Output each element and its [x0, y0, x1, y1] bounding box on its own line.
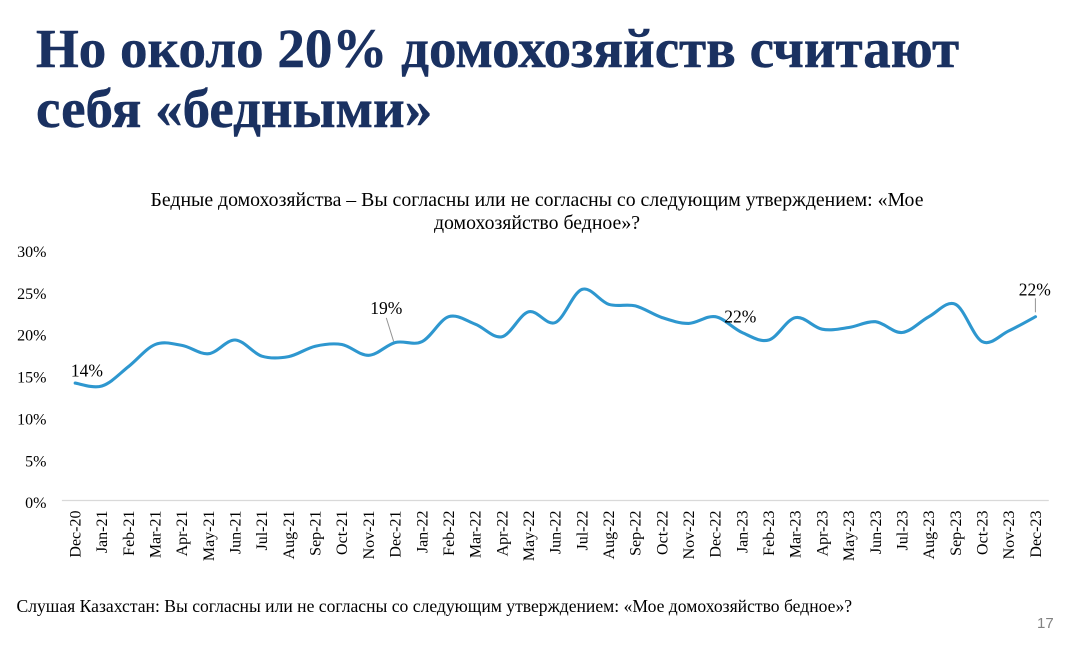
svg-text:Feb-22: Feb-22: [441, 511, 458, 556]
svg-text:Jan-22: Jan-22: [414, 511, 431, 554]
svg-text:Mar-21: Mar-21: [147, 511, 164, 559]
svg-text:Apr-21: Apr-21: [174, 511, 191, 557]
svg-text:19%: 19%: [370, 298, 402, 318]
svg-text:Aug-22: Aug-22: [601, 511, 618, 560]
svg-text:May-22: May-22: [521, 511, 538, 562]
svg-text:Oct-23: Oct-23: [975, 510, 992, 554]
svg-text:May-21: May-21: [201, 511, 218, 562]
svg-text:Sep-21: Sep-21: [308, 511, 325, 556]
svg-text:Mar-23: Mar-23: [788, 511, 805, 559]
svg-text:0%: 0%: [25, 495, 46, 512]
svg-text:Aug-23: Aug-23: [921, 511, 938, 560]
svg-text:Apr-22: Apr-22: [494, 511, 511, 557]
svg-text:Jun-22: Jun-22: [548, 511, 565, 555]
svg-text:14%: 14%: [71, 360, 103, 380]
svg-text:Oct-22: Oct-22: [654, 511, 671, 555]
svg-text:Dec-23: Dec-23: [1028, 511, 1045, 558]
svg-text:Dec-21: Dec-21: [388, 511, 405, 558]
svg-text:Dec-22: Dec-22: [708, 511, 725, 558]
svg-text:25%: 25%: [17, 286, 46, 303]
svg-text:Aug-21: Aug-21: [281, 511, 298, 560]
svg-text:Jan-23: Jan-23: [734, 511, 751, 554]
svg-text:Jul-23: Jul-23: [894, 511, 911, 551]
svg-text:Nov-23: Nov-23: [1001, 511, 1018, 560]
svg-text:Apr-23: Apr-23: [814, 511, 831, 557]
svg-text:22%: 22%: [1019, 279, 1051, 299]
svg-text:20%: 20%: [17, 328, 46, 345]
svg-text:Nov-21: Nov-21: [361, 511, 378, 560]
svg-text:Jul-21: Jul-21: [254, 511, 271, 551]
svg-text:Sep-23: Sep-23: [948, 511, 965, 556]
svg-text:Jun-23: Jun-23: [868, 511, 885, 555]
svg-text:10%: 10%: [17, 411, 46, 428]
svg-text:Jan-21: Jan-21: [94, 511, 111, 554]
svg-text:Sep-22: Sep-22: [628, 511, 645, 556]
svg-text:Feb-21: Feb-21: [121, 511, 138, 556]
svg-text:Jun-21: Jun-21: [227, 511, 244, 555]
svg-text:May-23: May-23: [841, 511, 858, 562]
svg-text:Nov-22: Nov-22: [681, 511, 698, 560]
svg-text:15%: 15%: [17, 370, 46, 387]
svg-text:Mar-22: Mar-22: [468, 511, 485, 559]
svg-text:22%: 22%: [724, 306, 756, 326]
svg-text:Oct-21: Oct-21: [334, 511, 351, 555]
svg-text:Feb-23: Feb-23: [761, 511, 778, 556]
svg-text:30%: 30%: [17, 244, 46, 261]
svg-text:Jul-22: Jul-22: [574, 511, 591, 551]
svg-text:5%: 5%: [25, 453, 46, 470]
svg-text:Dec-20: Dec-20: [67, 511, 84, 558]
